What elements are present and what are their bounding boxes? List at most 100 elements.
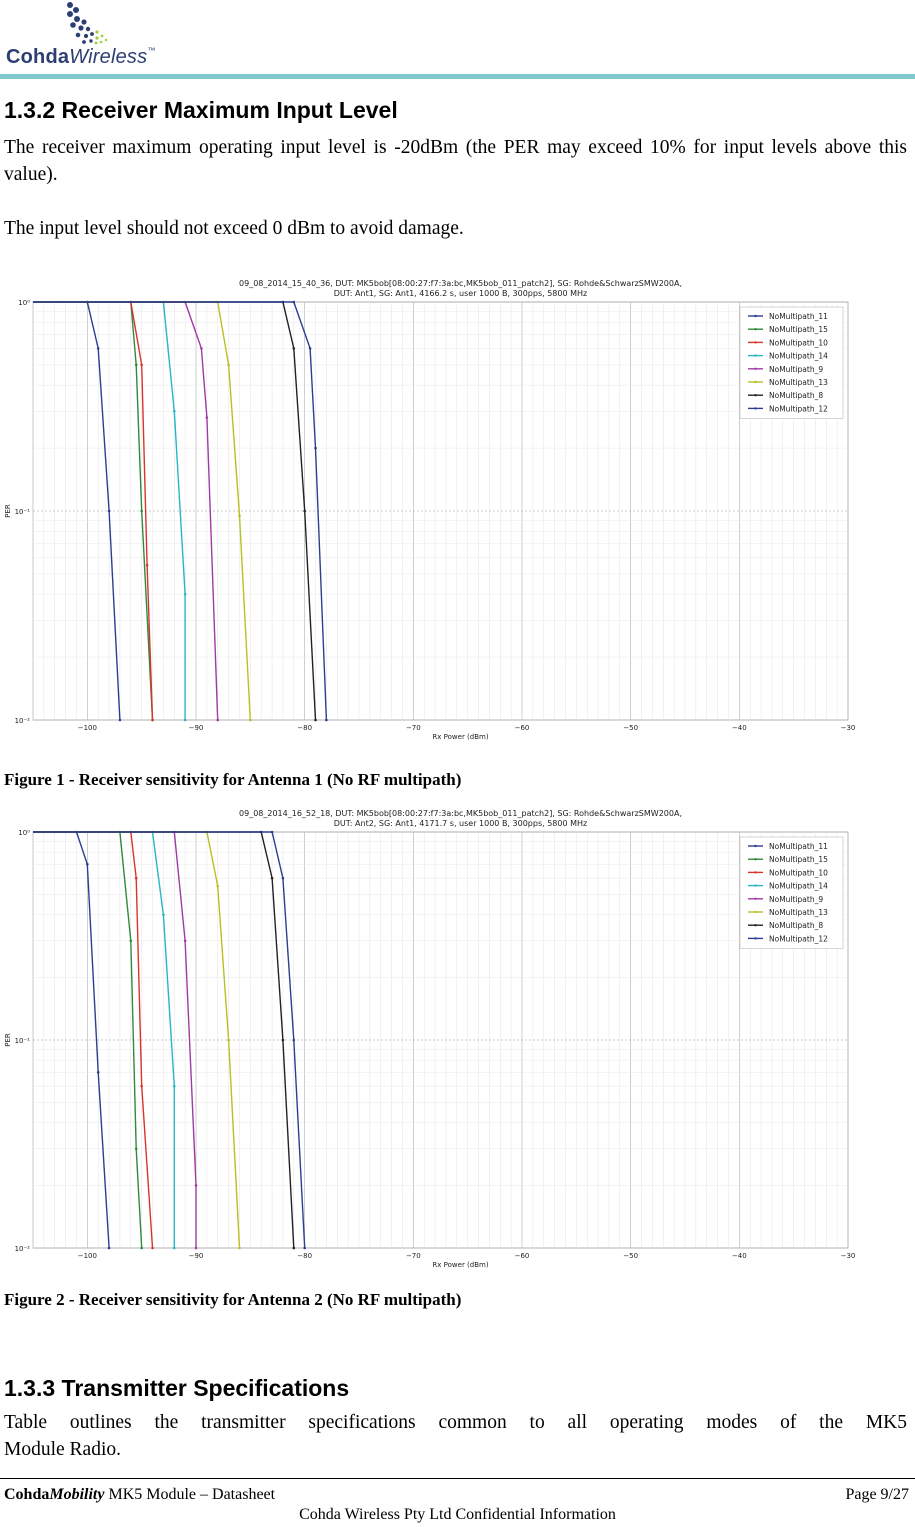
series-point <box>183 592 187 596</box>
series-point <box>270 876 274 880</box>
chart-subtitle: DUT: Ant2, SG: Ant1, 4171.7 s, user 1000… <box>334 819 587 828</box>
series-point <box>205 416 209 419</box>
series-point <box>194 1246 198 1250</box>
logo-dots-icon <box>67 2 108 45</box>
chart-antenna-1-svg: 09_08_2014_15_40_36, DUT: MK5bob[08:00:2… <box>4 279 856 741</box>
x-tick-label: −90 <box>189 724 204 732</box>
x-tick-label: −80 <box>297 1252 312 1260</box>
legend-entry: NoMultipath_14 <box>769 882 828 891</box>
legend-entry: NoMultipath_15 <box>769 855 828 864</box>
series-point <box>238 1246 241 1250</box>
series-point <box>172 1084 176 1088</box>
series-point <box>303 1246 306 1250</box>
x-tick-label: −60 <box>515 724 530 732</box>
legend-entry: NoMultipath_8 <box>769 391 823 400</box>
legend-swatch-point <box>754 858 757 861</box>
series-point <box>314 446 317 450</box>
x-axis-label: Rx Power (dBm) <box>432 1261 488 1269</box>
series-point <box>140 1084 143 1088</box>
chart-title: 09_08_2014_16_52_18, DUT: MK5bob[08:00:2… <box>239 809 682 818</box>
series-point <box>292 347 296 350</box>
series-point <box>86 862 89 866</box>
series-point <box>134 363 138 367</box>
y-tick-label: 10⁰ <box>18 829 30 837</box>
series-point <box>183 939 187 943</box>
series-point <box>172 1246 176 1250</box>
series-point <box>216 718 220 722</box>
y-axis-label: PER <box>4 1033 12 1047</box>
x-tick-label: −30 <box>841 724 856 732</box>
series-point <box>172 409 176 413</box>
series-point <box>325 718 328 722</box>
x-axis-label: Rx Power (dBm) <box>432 733 488 741</box>
series-point <box>145 563 149 567</box>
legend-entry: NoMultipath_12 <box>769 934 828 943</box>
series-point <box>216 884 220 888</box>
legend-entry: NoMultipath_8 <box>769 921 823 930</box>
series-point <box>183 718 187 722</box>
chart-antenna-1: 09_08_2014_15_40_36, DUT: MK5bob[08:00:2… <box>0 272 870 744</box>
legend-swatch-point <box>754 367 757 370</box>
series-point <box>308 347 312 350</box>
legend-entry: NoMultipath_14 <box>769 352 828 361</box>
series-point <box>281 876 285 880</box>
legend-entry: NoMultipath_11 <box>769 312 828 321</box>
legend-swatch-point <box>754 871 757 874</box>
footer-page-number: Page 9/27 <box>845 1486 909 1503</box>
legend-swatch-point <box>754 354 757 357</box>
x-tick-label: −90 <box>189 1252 204 1260</box>
series-point <box>107 1246 111 1250</box>
chart-subtitle: DUT: Ant1, SG: Ant1, 4166.2 s, user 1000… <box>334 289 587 298</box>
series-point <box>151 718 154 722</box>
legend-entry: NoMultipath_12 <box>769 404 828 413</box>
x-tick-label: −50 <box>623 1252 638 1260</box>
plot-area <box>32 301 849 721</box>
figure-2-caption: Figure 2 - Receiver sensitivity for Ante… <box>4 1290 462 1309</box>
series-point <box>292 1246 296 1250</box>
series-point <box>118 718 122 722</box>
plot-area <box>32 831 849 1249</box>
legend-entry: NoMultipath_13 <box>769 378 828 387</box>
legend-swatch-point <box>754 328 757 331</box>
series-point <box>303 509 306 513</box>
series-point <box>249 718 252 722</box>
series-point <box>134 876 138 880</box>
series-point <box>107 509 111 513</box>
y-tick-label: 10⁻² <box>15 1245 31 1253</box>
footer-divider <box>0 1478 915 1479</box>
x-tick-label: −40 <box>732 1252 747 1260</box>
legend-entry: NoMultipath_9 <box>769 895 823 904</box>
legend-entry: NoMultipath_10 <box>769 338 828 347</box>
x-tick-label: −50 <box>623 724 638 732</box>
series-point <box>314 718 317 722</box>
paragraph-max-input: The receiver maximum operating input lev… <box>4 137 907 185</box>
legend-swatch-point <box>754 407 757 410</box>
paragraph-transmitter-line-1: Table outlines the transmitter specifica… <box>4 1412 907 1433</box>
x-tick-label: −80 <box>297 724 312 732</box>
series-point <box>270 830 274 834</box>
legend-swatch-point <box>754 314 757 318</box>
series-point <box>281 1038 285 1042</box>
legend-entry: NoMultipath_10 <box>769 868 828 877</box>
legend-entry: NoMultipath_9 <box>769 365 823 374</box>
series-point <box>151 1246 154 1250</box>
x-tick-label: −70 <box>406 1252 421 1260</box>
legend-swatch-point <box>754 884 757 887</box>
legend-swatch-point <box>754 937 757 940</box>
legend-swatch-point <box>754 380 757 384</box>
legend-swatch-point <box>754 910 757 914</box>
x-tick-label: −30 <box>841 1252 856 1260</box>
series-point <box>194 1184 198 1187</box>
x-tick-label: −40 <box>732 724 747 732</box>
header-divider <box>0 74 915 79</box>
legend-box <box>739 306 844 419</box>
legend-entry: NoMultipath_15 <box>769 325 828 334</box>
chart-antenna-2: 09_08_2014_16_52_18, DUT: MK5bob[08:00:2… <box>0 802 870 1272</box>
y-tick-label: 10⁻¹ <box>15 1037 31 1045</box>
section-heading-1-3-3: 1.3.3 Transmitter Specifications <box>4 1375 350 1401</box>
paragraph-transmitter-line-2: Module Radio. <box>4 1439 121 1460</box>
series-point <box>200 347 203 350</box>
series-point <box>227 363 230 367</box>
chart-title: 09_08_2014_15_40_36, DUT: MK5bob[08:00:2… <box>239 279 682 288</box>
chart-antenna-2-svg: 09_08_2014_16_52_18, DUT: MK5bob[08:00:2… <box>4 809 856 1269</box>
